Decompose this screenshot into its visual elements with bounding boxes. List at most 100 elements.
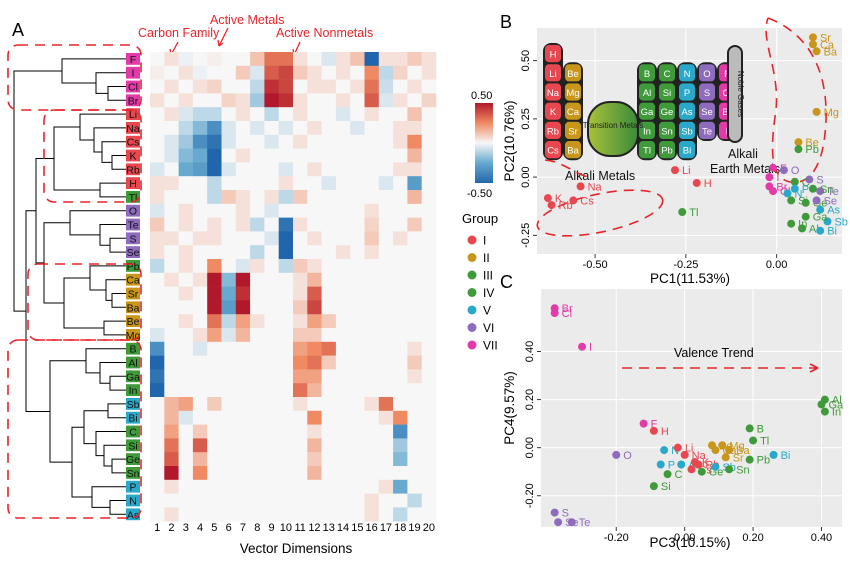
- heatmap-cell: [150, 134, 165, 149]
- data-point-label: Cs: [580, 195, 594, 207]
- group-swatch: [126, 80, 140, 93]
- inset-element-cell: [679, 121, 695, 139]
- heatmap-cell: [192, 479, 208, 494]
- heatmap-cell: [192, 217, 208, 232]
- heatmap-cell: [164, 259, 179, 274]
- heatmap-cell: [178, 466, 194, 481]
- panel-c-x-axis-label: PC3(10.15%): [649, 535, 730, 550]
- heatmap-cell: [293, 341, 308, 356]
- heatmap-cell: [421, 107, 437, 122]
- heatmap-cell: [407, 314, 422, 329]
- inset-element-cell: [565, 64, 581, 82]
- data-point-label: K: [702, 457, 710, 469]
- heatmap-cell: [421, 328, 437, 343]
- heatmap-cell: [378, 507, 394, 522]
- heatmap-cell: [364, 121, 380, 136]
- heatmap-cell: [150, 190, 165, 205]
- inset-element-cell: [565, 141, 581, 159]
- heatmap-cell: [150, 300, 165, 315]
- heatmap-cell: [335, 231, 351, 246]
- heatmap-cell: [307, 369, 322, 384]
- heatmap-cell: [421, 466, 437, 481]
- heatmap-cell: [164, 383, 179, 398]
- heatmap-cell: [178, 231, 194, 246]
- data-point: [805, 175, 814, 184]
- heatmap-cell: [150, 397, 165, 412]
- heatmap-cell: [321, 300, 337, 315]
- heatmap-cell: [350, 410, 365, 425]
- heatmap-cell: [421, 176, 437, 191]
- data-point: [687, 465, 696, 474]
- inset-element-cell: [699, 64, 715, 82]
- legend-marker: [467, 305, 477, 315]
- group-swatch: [126, 453, 140, 465]
- heatmap-cell: [321, 286, 337, 301]
- outline-alkali-metals: [536, 189, 664, 237]
- heatmap-cell: [421, 121, 437, 136]
- heatmap-cell: [321, 272, 337, 287]
- inset-element-cell: [639, 121, 655, 139]
- group-swatch: [126, 301, 140, 314]
- heatmap-cell: [393, 162, 408, 177]
- heatmap-cell: [407, 176, 422, 191]
- dendrogram-branch: [99, 224, 126, 246]
- heatmap-cell: [307, 383, 322, 398]
- heatmap-cell: [393, 438, 408, 453]
- heatmap-cell: [221, 410, 237, 425]
- heatmap-cell: [150, 493, 165, 508]
- heatmap-cell: [150, 341, 165, 356]
- heatmap-cell: [350, 93, 365, 108]
- legend-label: III: [483, 269, 493, 283]
- data-point-label: Te: [827, 186, 839, 198]
- data-point: [769, 450, 778, 459]
- heatmap-cell: [192, 52, 208, 67]
- heatmap-row-label: In: [129, 385, 138, 397]
- heatmap-cell: [278, 79, 294, 94]
- heatmap-cell: [207, 107, 222, 122]
- legend-label: I: [483, 234, 486, 248]
- heatmap-column-label: 2: [168, 522, 174, 534]
- heatmap-cell: [178, 245, 194, 260]
- heatmap-cell: [393, 272, 408, 287]
- heatmap-cell: [421, 314, 437, 329]
- panel-label-b: B: [500, 12, 512, 32]
- data-point: [794, 145, 803, 154]
- heatmap-cell: [264, 452, 279, 467]
- data-point-label: Ba: [824, 46, 838, 58]
- heatmap-cell: [293, 286, 308, 301]
- heatmap-cell: [350, 369, 365, 384]
- heatmap-cell: [407, 438, 422, 453]
- heatmap-cell: [250, 245, 265, 260]
- inset-element-symbol: B: [644, 69, 650, 80]
- heatmap-cell: [207, 328, 222, 343]
- heatmap-cell: [278, 134, 294, 149]
- heatmap-cell: [321, 355, 337, 370]
- heatmap-cell: [393, 231, 408, 246]
- heatmap-cell: [407, 65, 422, 80]
- heatmap-cell: [393, 452, 408, 467]
- heatmap-cell: [378, 245, 394, 260]
- data-point: [639, 419, 648, 428]
- heatmap-cell: [235, 259, 251, 274]
- inset-element-symbol: Se: [701, 107, 713, 118]
- heatmap-row-label: Rb: [126, 164, 140, 176]
- heatmap-cell: [178, 314, 194, 329]
- heatmap-cell: [207, 479, 222, 494]
- legend-label: IV: [483, 286, 494, 300]
- heatmap-cell: [364, 369, 380, 384]
- heatmap-cell: [207, 383, 222, 398]
- heatmap-row-label: Be: [127, 316, 140, 328]
- heatmap-cell: [278, 52, 294, 67]
- heatmap-cell: [250, 355, 265, 370]
- heatmap-cell: [393, 203, 408, 218]
- inset-element-symbol: Cs: [547, 146, 559, 157]
- heatmap-cell: [293, 272, 308, 287]
- dendrogram-branch: [61, 58, 126, 84]
- heatmap-row-label: Cl: [128, 82, 138, 94]
- heatmap-cell: [250, 466, 265, 481]
- heatmap-cell: [335, 203, 351, 218]
- heatmap-cell: [150, 176, 165, 191]
- heatmap-cell: [278, 231, 294, 246]
- data-point: [812, 196, 821, 205]
- legend-marker: [467, 235, 477, 245]
